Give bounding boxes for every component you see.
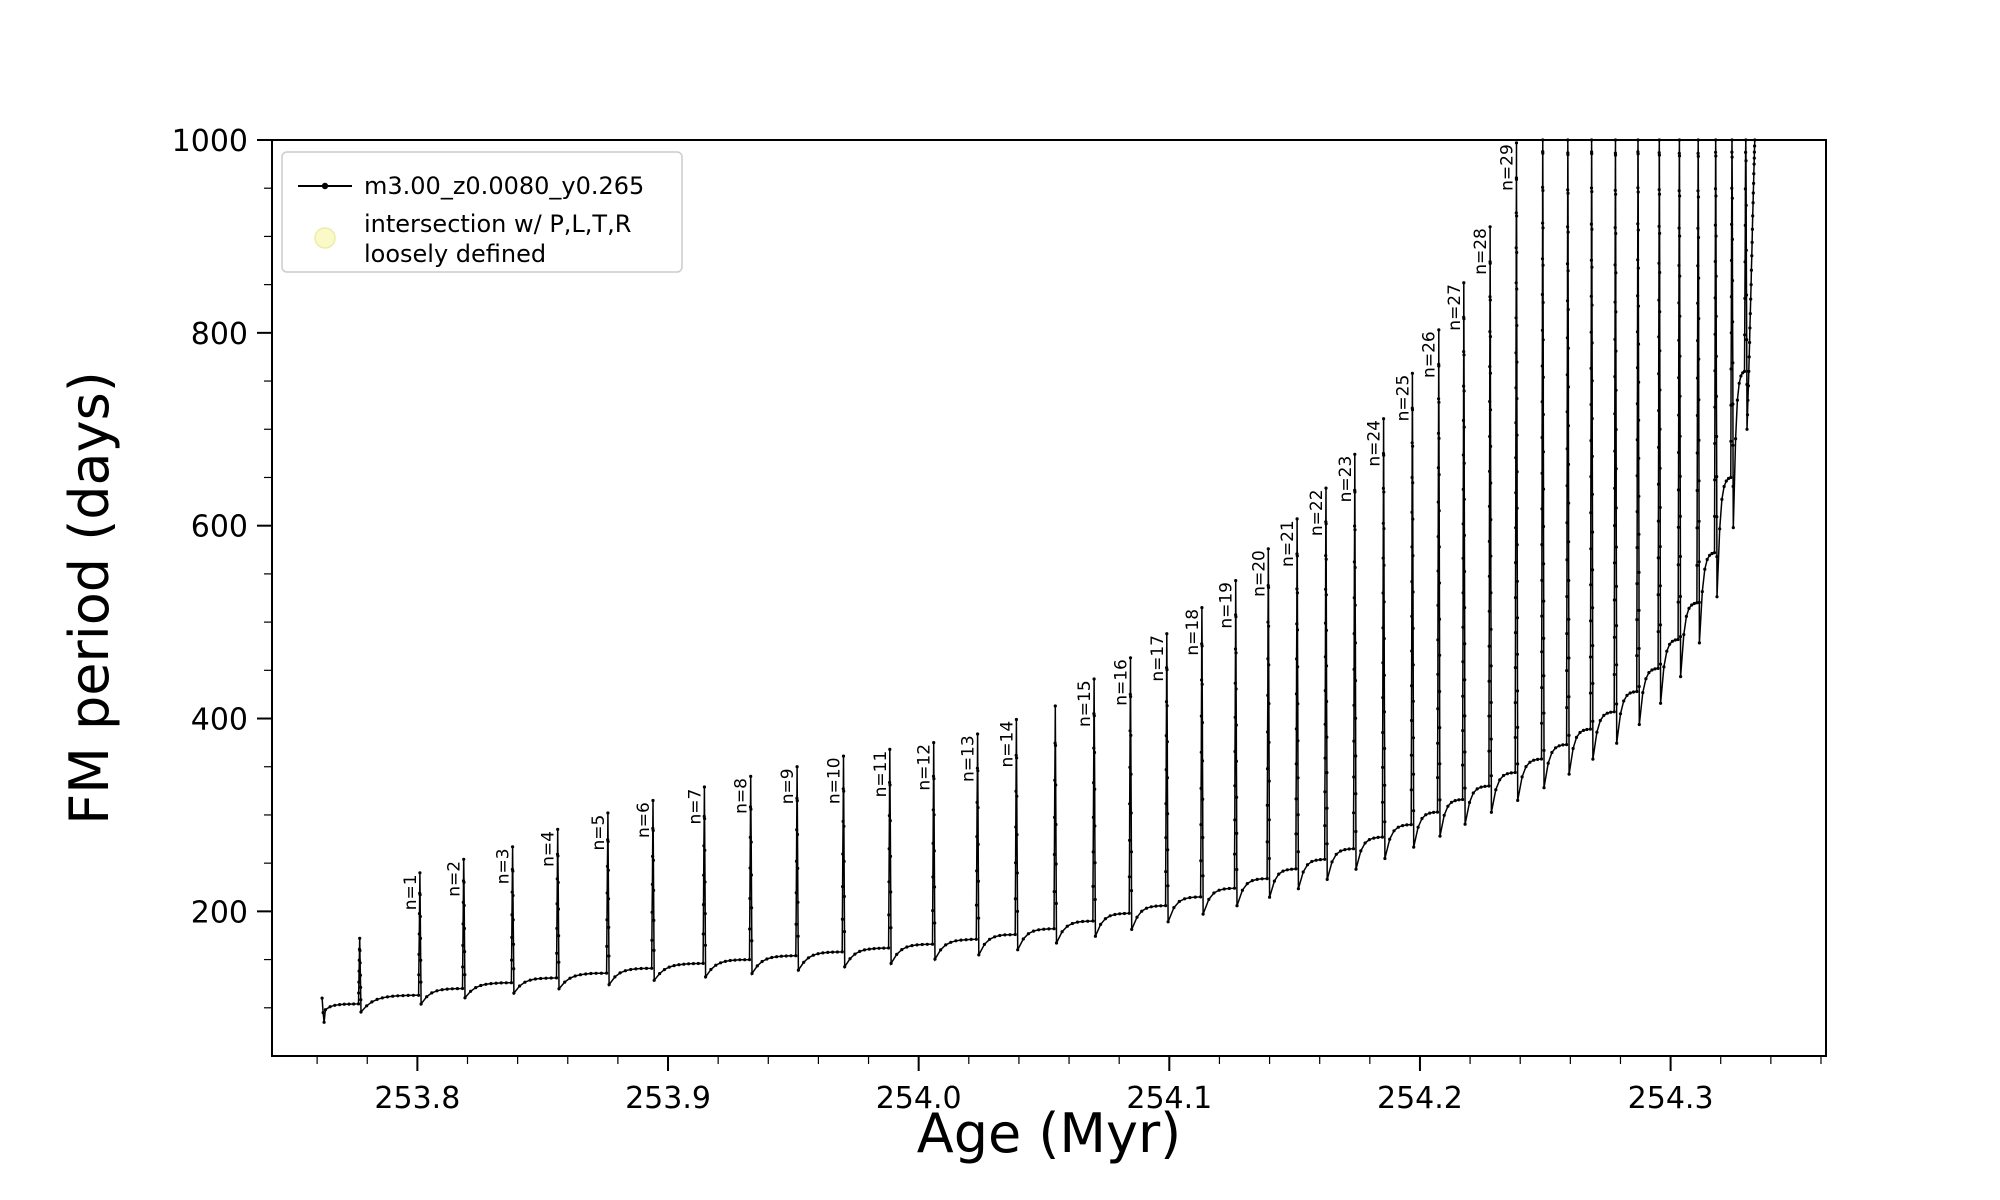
x-tick-label: 254.1 bbox=[1126, 1081, 1212, 1116]
spike-label: n=13 bbox=[959, 735, 979, 782]
spike-label: n=28 bbox=[1471, 228, 1491, 275]
spike-label: n=7 bbox=[685, 789, 705, 825]
legend-intersection-marker bbox=[314, 227, 336, 249]
spike-label: n=8 bbox=[732, 778, 752, 814]
legend-box bbox=[281, 151, 683, 273]
spike-label: n=27 bbox=[1445, 284, 1465, 331]
spike-label: n=11 bbox=[871, 751, 891, 798]
y-tick-label: 800 bbox=[191, 317, 248, 352]
spike-label: n=26 bbox=[1420, 331, 1440, 378]
spike-label: n=20 bbox=[1249, 550, 1269, 597]
y-tick-label: 200 bbox=[191, 895, 248, 930]
spike-label: n=12 bbox=[915, 744, 935, 791]
spike-label: n=21 bbox=[1278, 520, 1298, 567]
spike-label: n=6 bbox=[634, 802, 654, 838]
spike-label: n=14 bbox=[997, 721, 1017, 768]
spike-label: n=10 bbox=[824, 757, 844, 804]
spike-label: n=3 bbox=[494, 848, 514, 884]
series-markers bbox=[320, 138, 1757, 1024]
legend: m3.00_z0.0080_y0.265 intersection w/ P,L… bbox=[281, 151, 683, 273]
spike-label: n=5 bbox=[589, 815, 609, 851]
spike-label: n=22 bbox=[1307, 489, 1327, 536]
plot-area: 253.8 253.9 254.0 254.1 254.2 254.3 200 400 600 8… bbox=[172, 124, 1822, 1116]
spike-label: n=2 bbox=[445, 861, 465, 897]
legend-series-label: m3.00_z0.0080_y0.265 bbox=[364, 172, 644, 200]
legend-intersection-label-line1: intersection w/ P,L,T,R bbox=[364, 210, 631, 238]
spike-label: n=15 bbox=[1075, 680, 1095, 727]
y-tick-label: 1000 bbox=[172, 124, 248, 159]
legend-line-dot-marker bbox=[321, 182, 329, 190]
x-tick-label: 254.0 bbox=[876, 1081, 962, 1116]
spike-label: n=1 bbox=[401, 874, 421, 910]
spike-label: n=19 bbox=[1217, 582, 1237, 629]
spike-label: n=23 bbox=[1336, 456, 1356, 503]
spike-label: n=25 bbox=[1393, 375, 1413, 422]
legend-intersection-label-line2: loosely defined bbox=[364, 240, 546, 268]
spike-label: n=16 bbox=[1111, 659, 1131, 706]
spike-label: n=9 bbox=[778, 768, 798, 804]
spike-label: n=24 bbox=[1365, 420, 1385, 467]
spike-label: n=18 bbox=[1183, 609, 1203, 656]
x-axis-label: Age (Myr) bbox=[917, 1102, 1182, 1165]
spike-label: n=29 bbox=[1497, 144, 1517, 191]
spike-label: n=4 bbox=[539, 831, 559, 867]
x-tick-label: 254.2 bbox=[1377, 1081, 1463, 1116]
plot-frame bbox=[271, 139, 1827, 1057]
y-tick-label: 400 bbox=[191, 703, 248, 738]
x-tick-label: 253.8 bbox=[374, 1081, 460, 1116]
x-tick-label: 253.9 bbox=[625, 1081, 711, 1116]
y-tick-label: 600 bbox=[191, 510, 248, 545]
x-tick-label: 254.3 bbox=[1628, 1081, 1714, 1116]
spike-label: n=17 bbox=[1148, 635, 1168, 682]
y-axis-label: FM period (days) bbox=[58, 371, 121, 825]
